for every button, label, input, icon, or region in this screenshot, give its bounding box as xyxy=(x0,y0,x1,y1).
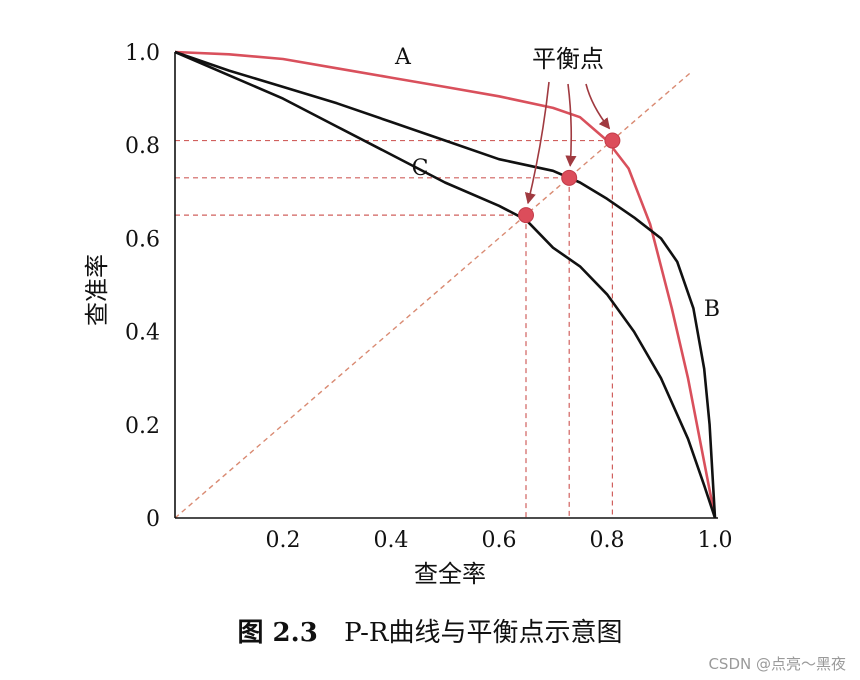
break-even-points xyxy=(518,132,621,224)
curve-b xyxy=(174,50,717,519)
curve-label-b: B xyxy=(704,297,720,322)
curve-c xyxy=(174,50,717,519)
annotation-arrow xyxy=(565,83,577,167)
diagonal-reference-line xyxy=(174,71,692,519)
annotation-arrow xyxy=(585,83,611,130)
y-tick-label: 1.0 xyxy=(125,41,160,66)
figure-caption: 图 2.3 P-R曲线与平衡点示意图 xyxy=(0,612,860,649)
curve-label-a: A xyxy=(394,45,412,70)
annotation-arrows xyxy=(524,81,611,205)
y-tick-label: 0 xyxy=(146,507,160,532)
curves xyxy=(174,50,717,519)
x-tick-label: 0.2 xyxy=(266,528,301,553)
break-even-point xyxy=(561,169,578,186)
curve-label-c: C xyxy=(412,156,429,181)
y-tick-label: 0.6 xyxy=(125,227,160,252)
y-tick-label: 0.2 xyxy=(125,414,160,439)
annotation-arrow xyxy=(524,81,550,205)
caption-text: P-R曲线与平衡点示意图 xyxy=(344,618,623,648)
break-even-annotation: 平衡点 xyxy=(532,45,604,73)
x-tick-label: 1.0 xyxy=(698,528,733,553)
x-tick-label: 0.4 xyxy=(374,528,409,553)
caption-number: 图 2.3 xyxy=(237,618,318,648)
x-tick-label: 0.8 xyxy=(590,528,625,553)
guide-lines xyxy=(175,139,614,518)
y-axis-label: 查准率 xyxy=(83,254,111,326)
watermark: CSDN @点亮～黑夜 xyxy=(708,655,846,673)
break-even-point xyxy=(518,207,534,224)
x-axis-label: 查全率 xyxy=(414,560,486,588)
break-even-point xyxy=(604,132,621,149)
y-tick-label: 0.4 xyxy=(125,321,160,346)
labels: 平衡点 A B C 0.2 0.4 0.6 0.8 1.0 0 0.2 0.4 0.6 0.8 1.0 查全率… xyxy=(83,41,733,588)
axes xyxy=(174,52,718,519)
pr-chart: 平衡点 A B C 0.2 0.4 0.6 0.8 1.0 0 0.2 0.4 0.6 0.8 1.0 查全率… xyxy=(83,41,733,588)
x-tick-label: 0.6 xyxy=(482,528,517,553)
curve-a xyxy=(174,50,717,519)
y-tick-label: 0.8 xyxy=(125,134,160,159)
